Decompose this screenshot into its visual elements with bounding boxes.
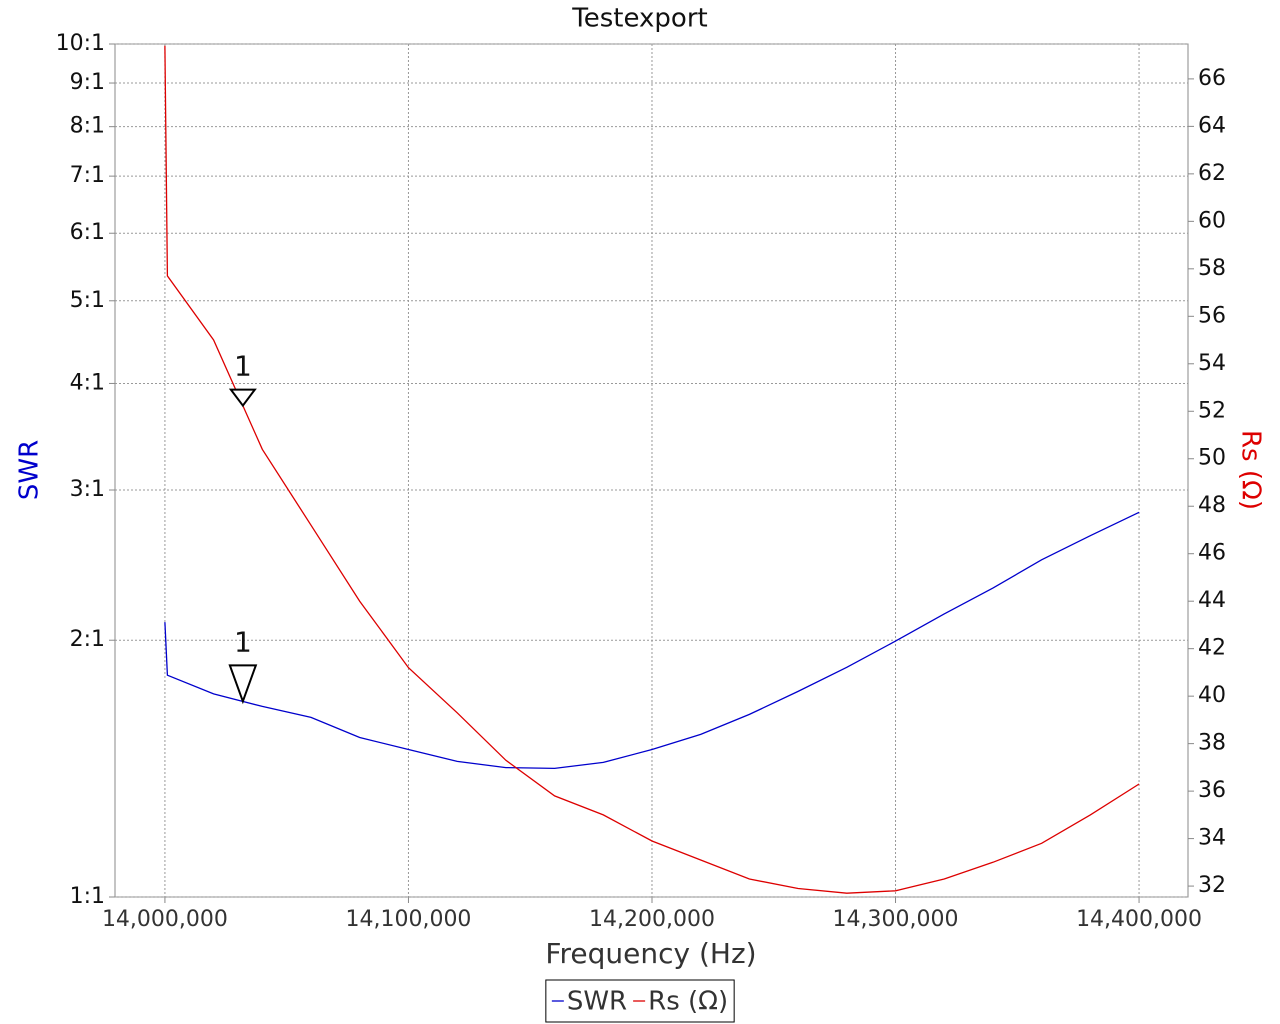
series-line [164, 511, 1140, 770]
y2-tick-label: 54 [1198, 351, 1226, 376]
y2-tick-label: 64 [1198, 113, 1226, 138]
y-tick-label: 8:1 [70, 114, 105, 139]
y2-tick-label: 42 [1198, 636, 1226, 661]
marker-triangle [228, 388, 257, 408]
y2-tick-label: 56 [1198, 303, 1226, 328]
y-tick-label: 10:1 [56, 31, 105, 56]
y2-tick-label: 36 [1198, 778, 1226, 803]
chart-title: Testexport [571, 4, 707, 34]
series-line [164, 45, 1140, 894]
y2-tick-label: 46 [1198, 541, 1226, 566]
y-tick-label: 1:1 [70, 884, 105, 909]
y2-tick-label: 48 [1198, 493, 1226, 518]
y-tick-label: 6:1 [70, 220, 105, 245]
y2-tick-label: 62 [1198, 161, 1226, 186]
y-tick-label: 2:1 [70, 627, 105, 652]
y2-tick-label: 40 [1198, 683, 1226, 708]
y-tick-label: 3:1 [70, 477, 105, 502]
marker-label: 1 [234, 625, 252, 658]
x-tick-label: 14,400,000 [1076, 907, 1202, 932]
y2-tick-label: 66 [1198, 66, 1226, 91]
marker-label: 1 [234, 350, 252, 383]
legend-label: SWR [567, 987, 627, 1017]
y2-tick-label: 44 [1198, 588, 1226, 613]
x-tick-label: 14,200,000 [589, 907, 715, 932]
y-tick-label: 9:1 [70, 70, 105, 95]
y2-axis-label: Rs (Ω) [1236, 430, 1266, 510]
y-axis-label: SWR [15, 440, 45, 500]
y-tick-label: 5:1 [70, 288, 105, 313]
y2-tick-label: 50 [1198, 446, 1226, 471]
marker-triangle [228, 664, 258, 705]
x-tick-label: 14,300,000 [833, 907, 959, 932]
legend-label: Rs (Ω) [648, 987, 728, 1017]
y2-tick-label: 38 [1198, 731, 1226, 756]
x-tick-label: 14,100,000 [345, 907, 471, 932]
y-tick-label: 7:1 [70, 163, 105, 188]
x-tick-label: 14,000,000 [102, 907, 228, 932]
y2-tick-label: 34 [1198, 826, 1226, 851]
y2-tick-label: 32 [1198, 873, 1226, 898]
y2-tick-label: 58 [1198, 256, 1226, 281]
plot-area [114, 43, 1189, 898]
y-tick-label: 4:1 [70, 370, 105, 395]
y2-tick-label: 52 [1198, 398, 1226, 423]
y2-tick-label: 60 [1198, 208, 1226, 233]
x-axis-label: Frequency (Hz) [545, 937, 756, 970]
